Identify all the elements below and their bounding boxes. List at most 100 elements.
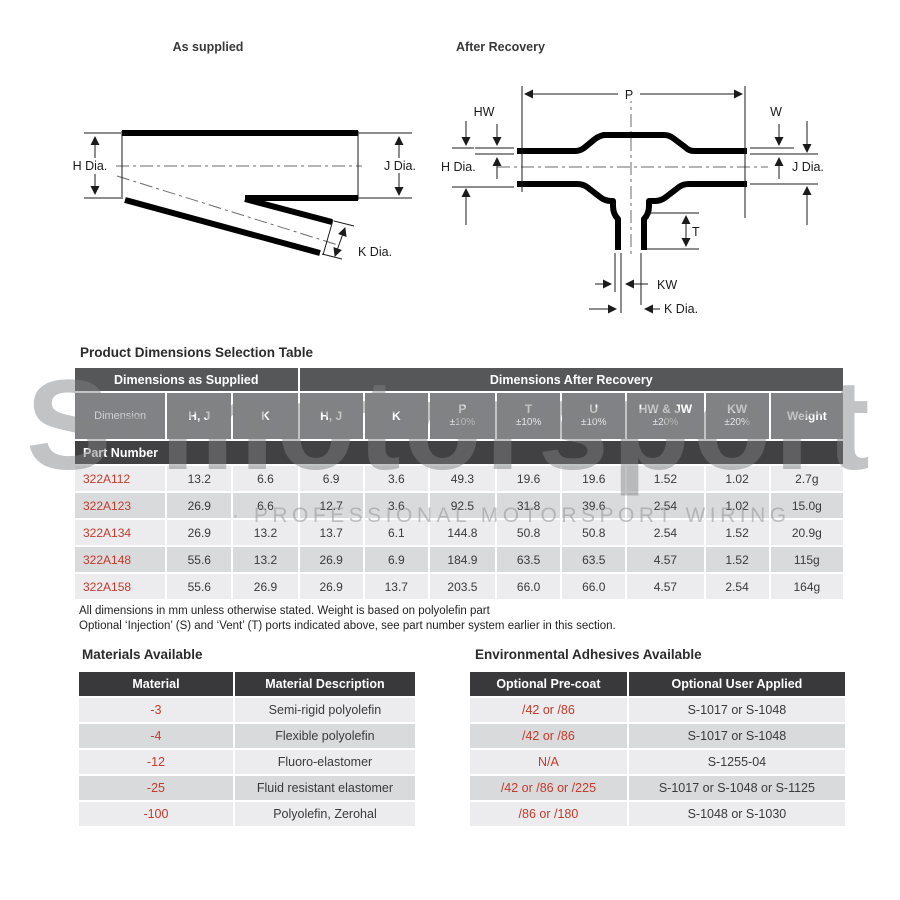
table-row: 322A134 26.9 13.2 13.7 6.1 144.8 50.8 50.8 2…	[75, 520, 843, 545]
precoat-value: /42 or /86	[470, 698, 627, 722]
part-number: 322A158	[75, 574, 166, 599]
material-code: -12	[79, 750, 233, 774]
product-dimensions-table: Dimensions as Supplied Dimensions After …	[73, 366, 845, 601]
table-row: 322A158 55.6 26.9 26.9 13.7 203.5 66.0 66.0…	[75, 574, 843, 599]
as-supplied-title: As supplied	[173, 40, 244, 54]
p-annotation: P	[521, 86, 746, 218]
p-label: P	[625, 88, 633, 102]
material-code: -25	[79, 776, 233, 800]
column-header: K	[233, 393, 298, 439]
table-row: -12 Fluoro-elastomer	[79, 750, 415, 774]
technical-diagrams: As supplied After Recovery H Dia. J Dia.	[67, 40, 824, 316]
precoat-value: /42 or /86 or /225	[470, 776, 627, 800]
h-dia-label: H Dia.	[73, 159, 108, 173]
j-dia-recovery-label: J Dia.	[792, 160, 824, 174]
k-dia-annotation: K Dia.	[321, 220, 392, 260]
bottom-left-wall-leg	[517, 181, 621, 250]
note-line: Optional ‘Injection’ (S) and ‘Vent’ (T) …	[79, 620, 616, 632]
t-annotation: T	[647, 212, 700, 250]
precoat-value: N/A	[470, 750, 627, 774]
adhesives-table: Optional Pre-coat Optional User Applied …	[468, 670, 847, 828]
precoat-value: /42 or /86	[470, 724, 627, 748]
branch-upper-wall	[244, 196, 333, 225]
table-row: /42 or /86 S-1017 or S-1048	[470, 698, 845, 722]
table-notes: All dimensions in mm unless otherwise st…	[79, 604, 616, 634]
materials-table: Material Material Description -3 Semi-ri…	[77, 670, 417, 828]
column-header: K	[364, 393, 428, 439]
part-number: 322A148	[75, 547, 166, 572]
note-line: All dimensions in mm unless otherwise st…	[79, 605, 490, 617]
user-applied-value: S-1017 or S-1048 or S-1125	[628, 776, 845, 800]
part-number: 322A112	[75, 466, 166, 491]
after-recovery-drawing: P HW H Dia. W J Dia.	[441, 86, 824, 316]
material-code: -3	[79, 698, 233, 722]
part-number: 322A134	[75, 520, 166, 545]
column-header: KW ±20%	[705, 393, 769, 439]
k-dia-label: K Dia.	[358, 245, 392, 259]
column-header: H, J	[167, 393, 232, 439]
hw-annotation: HW	[474, 105, 514, 179]
materials-heading: Materials Available	[82, 647, 203, 662]
k-dia-recovery-label: K Dia.	[664, 302, 698, 316]
material-description: Semi-rigid polyolefin	[234, 698, 415, 722]
adhesives-col1-header: Optional Pre-coat	[470, 672, 627, 696]
branch-lower-wall	[124, 197, 321, 256]
top-wall-hump	[517, 132, 747, 154]
user-applied-value: S-1017 or S-1048	[628, 698, 845, 722]
column-header: HW & JW ±20%	[627, 393, 704, 439]
kw-label: KW	[657, 278, 677, 292]
header-row: Optional Pre-coat Optional User Applied	[470, 672, 845, 696]
branch-centerline	[116, 175, 339, 246]
material-description: Fluid resistant elastomer	[234, 776, 415, 800]
column-header-dimension: Dimension	[75, 393, 166, 439]
table-row: -4 Flexible polyolefin	[79, 724, 415, 748]
table-row: N/A S-1255-04	[470, 750, 845, 774]
user-applied-value: S-1048 or S-1030	[628, 802, 845, 826]
part-number-band: Part Number	[75, 441, 843, 464]
header-row: Material Material Description	[79, 672, 415, 696]
h-dia-recovery-annotation: H Dia.	[441, 121, 514, 225]
adhesives-heading: Environmental Adhesives Available	[475, 647, 702, 662]
after-recovery-title: After Recovery	[456, 40, 545, 54]
materials-col2-header: Material Description	[234, 672, 415, 696]
table-row: /42 or /86 or /225 S-1017 or S-1048 or S…	[470, 776, 845, 800]
table-row: /86 or /180 S-1048 or S-1030	[470, 802, 845, 826]
column-header: Weight	[770, 393, 843, 439]
as-supplied-drawing: H Dia. J Dia. K Dia.	[67, 130, 423, 260]
user-applied-value: S-1255-04	[628, 750, 845, 774]
column-header: H, J	[299, 393, 363, 439]
h-dia-annotation: H Dia.	[67, 132, 121, 199]
j-dia-annotation: J Dia.	[358, 132, 423, 199]
table-row: -3 Semi-rigid polyolefin	[79, 698, 415, 722]
material-description: Polyolefin, Zerohal	[234, 802, 415, 826]
table-row: 322A112 13.2 6.6 6.9 3.6 49.3 19.6 19.6 1.52…	[75, 466, 843, 491]
column-header: U ±10%	[562, 393, 626, 439]
adhesives-col2-header: Optional User Applied	[628, 672, 845, 696]
j-dia-recovery-annotation: J Dia.	[750, 121, 824, 225]
material-code: -4	[79, 724, 233, 748]
column-header-row: Dimension H, J K H, J K P ±10% T ±10% U ±10…	[75, 393, 843, 439]
material-code: -100	[79, 802, 233, 826]
kw-annotation: KW K Dia.	[589, 253, 698, 316]
part-number-label: Part Number	[75, 441, 843, 464]
group-header-row: Dimensions as Supplied Dimensions After …	[75, 368, 843, 391]
materials-col1-header: Material	[79, 672, 233, 696]
table-row: -100 Polyolefin, Zerohal	[79, 802, 415, 826]
group-header-supplied: Dimensions as Supplied	[75, 368, 298, 391]
column-header: T ±10%	[497, 393, 561, 439]
table-row: /42 or /86 S-1017 or S-1048	[470, 724, 845, 748]
t-label: T	[692, 225, 700, 239]
part-number: 322A123	[75, 493, 166, 518]
w-annotation: W	[750, 105, 818, 179]
table-row: -25 Fluid resistant elastomer	[79, 776, 415, 800]
column-header: P ±10%	[429, 393, 496, 439]
hw-label: HW	[474, 105, 495, 119]
bottom-right-wall-leg	[641, 181, 747, 250]
h-dia-recovery-label: H Dia.	[441, 160, 476, 174]
table-row: 322A148 55.6 13.2 26.9 6.9 184.9 63.5 63.5 4…	[75, 547, 843, 572]
table-row: 322A123 26.9 6.6 12.7 3.6 92.5 31.8 39.6 2.5…	[75, 493, 843, 518]
dimensions-table-heading: Product Dimensions Selection Table	[80, 345, 314, 360]
precoat-value: /86 or /180	[470, 802, 627, 826]
material-description: Flexible polyolefin	[234, 724, 415, 748]
material-description: Fluoro-elastomer	[234, 750, 415, 774]
